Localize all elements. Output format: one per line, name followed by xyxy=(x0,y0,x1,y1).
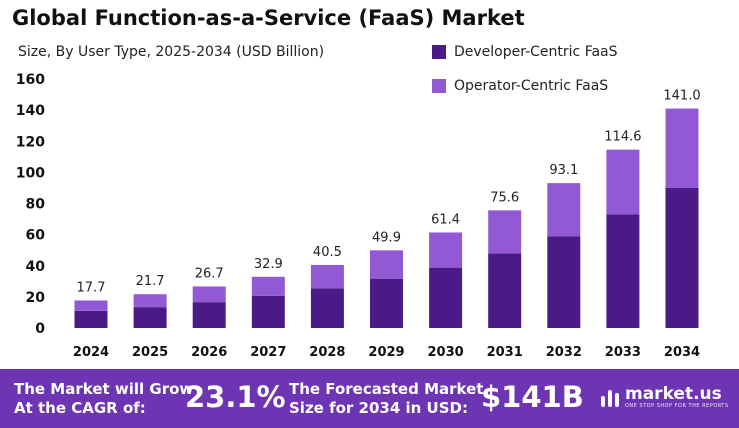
bar-segment-operator xyxy=(251,276,285,296)
bar-segment-operator xyxy=(429,232,463,268)
stacked-bar-chart: 0 20 40 60 80 100 120 140 160 17.7 21.7 26.7 32.9 40… xyxy=(16,72,701,360)
total-label: 75.6 xyxy=(490,190,519,205)
bar-segment-developer xyxy=(370,278,403,328)
bar-segment-developer xyxy=(310,288,344,328)
bar-segment-operator xyxy=(370,250,403,279)
x-tick-label: 2033 xyxy=(605,345,641,360)
bar-segment-developer xyxy=(192,302,226,328)
cagr-label-line2: At the CAGR of: xyxy=(14,399,146,417)
bar-segment-developer xyxy=(665,187,699,328)
y-tick-label: 20 xyxy=(26,290,46,306)
total-label: 114.6 xyxy=(604,130,641,145)
y-tick-label: 0 xyxy=(35,321,45,337)
total-label: 26.7 xyxy=(195,266,224,281)
bar-segment-operator xyxy=(310,264,344,289)
y-tick-label: 160 xyxy=(16,72,45,88)
legend-label-developer: Developer-Centric FaaS xyxy=(454,44,618,60)
market-us-logo-icon xyxy=(601,389,619,407)
x-tick-label: 2026 xyxy=(191,345,227,360)
x-tick-label: 2031 xyxy=(487,345,523,360)
bar-segment-operator xyxy=(192,286,226,303)
x-tick-label: 2027 xyxy=(250,345,286,360)
bar-segment-operator xyxy=(74,300,108,311)
cagr-label: The Market will Grow At the CAGR of: xyxy=(14,380,193,418)
total-label: 17.7 xyxy=(77,280,106,295)
bar-segment-operator xyxy=(665,108,699,188)
x-tick-label: 2024 xyxy=(73,345,109,360)
total-label: 141.0 xyxy=(663,89,700,104)
bar-segment-operator xyxy=(547,183,581,237)
forecast-label-line1: The Forecasted Market xyxy=(289,380,484,398)
bars xyxy=(74,108,699,328)
chart-subtitle: Size, By User Type, 2025-2034 (USD Billi… xyxy=(18,44,325,60)
brand-tagline: ONE STOP SHOP FOR THE REPORTS xyxy=(625,403,729,409)
y-tick-label: 140 xyxy=(16,103,45,119)
total-label: 49.9 xyxy=(372,230,401,245)
bar-segment-operator xyxy=(133,294,167,308)
y-tick-label: 60 xyxy=(26,228,46,244)
legend-item-developer: Developer-Centric FaaS xyxy=(432,42,618,62)
forecast-label: The Forecasted Market Size for 2034 in U… xyxy=(289,380,483,418)
cagr-label-line1: The Market will Grow xyxy=(14,380,194,398)
total-label: 93.1 xyxy=(549,163,578,178)
x-tick-label: 2029 xyxy=(368,345,404,360)
forecast-label-line2: Size for 2034 in USD: xyxy=(289,399,468,417)
x-tick-label: 2034 xyxy=(664,345,700,360)
y-tick-label: 80 xyxy=(26,197,46,213)
x-axis-ticks: 2024 2025 2026 2027 2028 2029 2030 2031 2032 2033… xyxy=(73,345,700,360)
legend-label-operator: Operator-Centric FaaS xyxy=(454,78,609,94)
legend-swatch-operator xyxy=(432,79,446,93)
y-tick-label: 40 xyxy=(26,259,46,275)
total-label: 61.4 xyxy=(431,212,460,227)
legend: Developer-Centric FaaS Operator-Centric … xyxy=(432,42,618,110)
x-tick-label: 2030 xyxy=(428,345,464,360)
total-label: 40.5 xyxy=(313,245,342,260)
bar-segment-operator xyxy=(488,210,522,254)
bar-segment-developer xyxy=(251,295,285,328)
bar-segment-operator xyxy=(606,149,640,215)
x-tick-label: 2028 xyxy=(309,345,345,360)
total-label: 32.9 xyxy=(254,257,283,272)
bar-segment-developer xyxy=(74,310,108,328)
chart-title: Global Function-as-a-Service (FaaS) Mark… xyxy=(12,6,525,30)
y-axis-ticks: 0 20 40 60 80 100 120 140 160 xyxy=(16,72,45,337)
legend-item-operator: Operator-Centric FaaS xyxy=(432,76,618,96)
bar-segment-developer xyxy=(488,253,522,328)
bar-segment-developer xyxy=(547,236,581,328)
footer-banner: The Market will Grow At the CAGR of: 23.… xyxy=(0,369,739,428)
cagr-value: 23.1% xyxy=(185,380,286,414)
bar-segment-developer xyxy=(606,214,640,328)
y-tick-label: 100 xyxy=(16,165,45,181)
brand-name: market.us xyxy=(625,384,722,404)
bar-segment-developer xyxy=(429,267,463,328)
forecast-value: $141B xyxy=(481,380,584,414)
x-tick-label: 2025 xyxy=(132,345,168,360)
x-tick-label: 2032 xyxy=(546,345,582,360)
y-tick-label: 120 xyxy=(16,134,45,150)
market-us-logo: market.us ONE STOP SHOP FOR THE REPORTS xyxy=(600,386,729,409)
bar-segment-developer xyxy=(133,307,167,328)
total-labels: 17.7 21.7 26.7 32.9 40.5 49.9 61.4 75.6 93.1 114.… xyxy=(77,89,701,296)
total-label: 21.7 xyxy=(136,274,165,289)
legend-swatch-developer xyxy=(432,45,446,59)
